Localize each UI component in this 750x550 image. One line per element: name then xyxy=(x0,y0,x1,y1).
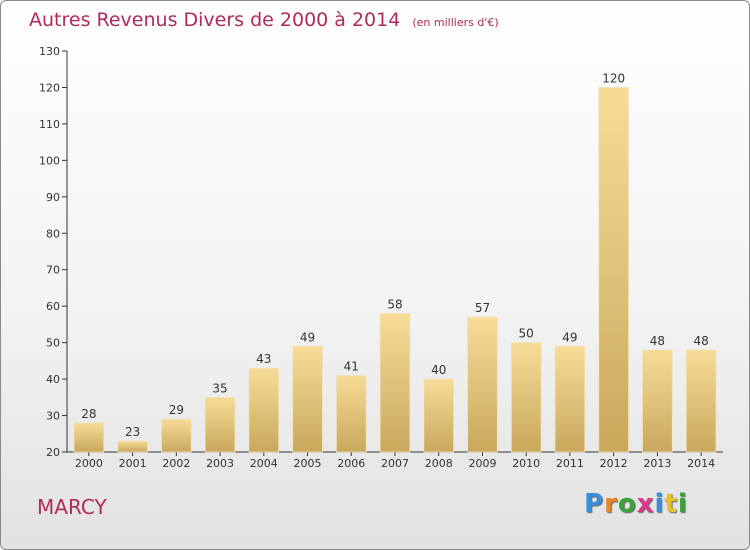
bar xyxy=(204,396,236,453)
bar xyxy=(554,345,586,453)
logo-letter: P xyxy=(584,489,605,519)
x-tick-label: 2003 xyxy=(206,457,234,470)
bar-value-label: 35 xyxy=(212,381,227,395)
bar-value-label: 48 xyxy=(693,334,708,348)
x-tick-label: 2013 xyxy=(643,457,671,470)
bar-value-label: 28 xyxy=(81,407,96,421)
bar-value-label: 49 xyxy=(300,330,315,344)
bar xyxy=(117,440,148,453)
bar-value-label: 50 xyxy=(519,327,534,341)
bar-value-label: 49 xyxy=(562,330,577,344)
x-tick-label: 2008 xyxy=(425,457,453,470)
bar xyxy=(161,418,192,453)
y-tick-label: 130 xyxy=(39,45,60,58)
bar-value-label: 43 xyxy=(256,352,271,366)
bar xyxy=(73,422,105,453)
bar-value-label: 29 xyxy=(169,403,184,417)
x-tick-label: 2012 xyxy=(600,457,628,470)
y-tick-label: 30 xyxy=(46,410,60,423)
bar xyxy=(248,367,280,453)
chart-title: Autres Revenus Divers de 2000 à 2014 (en… xyxy=(29,9,499,31)
bar xyxy=(685,349,717,453)
y-tick-label: 70 xyxy=(46,264,60,277)
y-tick-label: 60 xyxy=(46,300,60,313)
bars: 28 23 29 35 43 49 41 58 40 57 50 49 120 48 48 xyxy=(73,71,717,453)
x-tick-label: 2001 xyxy=(119,457,147,470)
y-tick-label: 90 xyxy=(46,191,60,204)
title-text: Autres Revenus Divers de 2000 à 2014 xyxy=(29,9,401,31)
bar xyxy=(642,349,673,453)
bar-value-label: 41 xyxy=(344,359,359,373)
bar xyxy=(379,313,411,453)
logo-letter: o xyxy=(617,489,637,519)
x-tick-label: 2004 xyxy=(250,457,278,470)
y-tick-label: 20 xyxy=(46,446,60,459)
x-tick-label: 2011 xyxy=(556,457,584,470)
proxiti-logo: Proxiti xyxy=(584,489,688,519)
bar xyxy=(335,375,367,453)
bar xyxy=(510,342,542,453)
x-axis: 2000 2001 2002 2003 2004 2005 2006 2007 2008 2009… xyxy=(67,451,723,470)
y-tick-label: 100 xyxy=(39,154,60,167)
bar-value-label: 23 xyxy=(125,425,140,439)
y-tick-label: 80 xyxy=(46,227,60,240)
y-tick-label: 50 xyxy=(46,337,60,350)
x-tick-label: 2000 xyxy=(75,457,103,470)
logo-letter: i xyxy=(677,489,688,519)
location-label: MARCY xyxy=(37,495,107,519)
x-tick-label: 2009 xyxy=(468,457,496,470)
logo-letter: r xyxy=(604,489,618,519)
bar xyxy=(423,378,455,453)
bar-value-label: 58 xyxy=(387,297,402,311)
bar-value-label: 57 xyxy=(475,301,490,315)
bar-value-label: 48 xyxy=(650,334,665,348)
bar xyxy=(467,316,498,453)
x-tick-label: 2005 xyxy=(294,457,322,470)
bar-value-label: 40 xyxy=(431,363,446,377)
chart-subtitle: (en milliers d'€) xyxy=(412,16,499,29)
logo-letter: x xyxy=(636,489,655,519)
y-tick-label: 110 xyxy=(39,118,60,131)
x-tick-label: 2002 xyxy=(162,457,190,470)
x-tick-label: 2007 xyxy=(381,457,409,470)
x-tick-label: 2014 xyxy=(687,457,715,470)
x-tick-label: 2010 xyxy=(512,457,540,470)
y-axis: 20 30 40 50 60 70 80 90 100 110 120 130 xyxy=(39,45,68,459)
y-tick-label: 40 xyxy=(46,373,60,386)
y-tick-label: 120 xyxy=(39,81,60,94)
bar xyxy=(598,87,629,453)
logo-letter: i xyxy=(654,489,665,519)
bar xyxy=(292,345,323,453)
bar-value-label: 120 xyxy=(602,71,625,85)
x-tick-label: 2006 xyxy=(337,457,365,470)
logo-letter: t xyxy=(664,489,678,519)
